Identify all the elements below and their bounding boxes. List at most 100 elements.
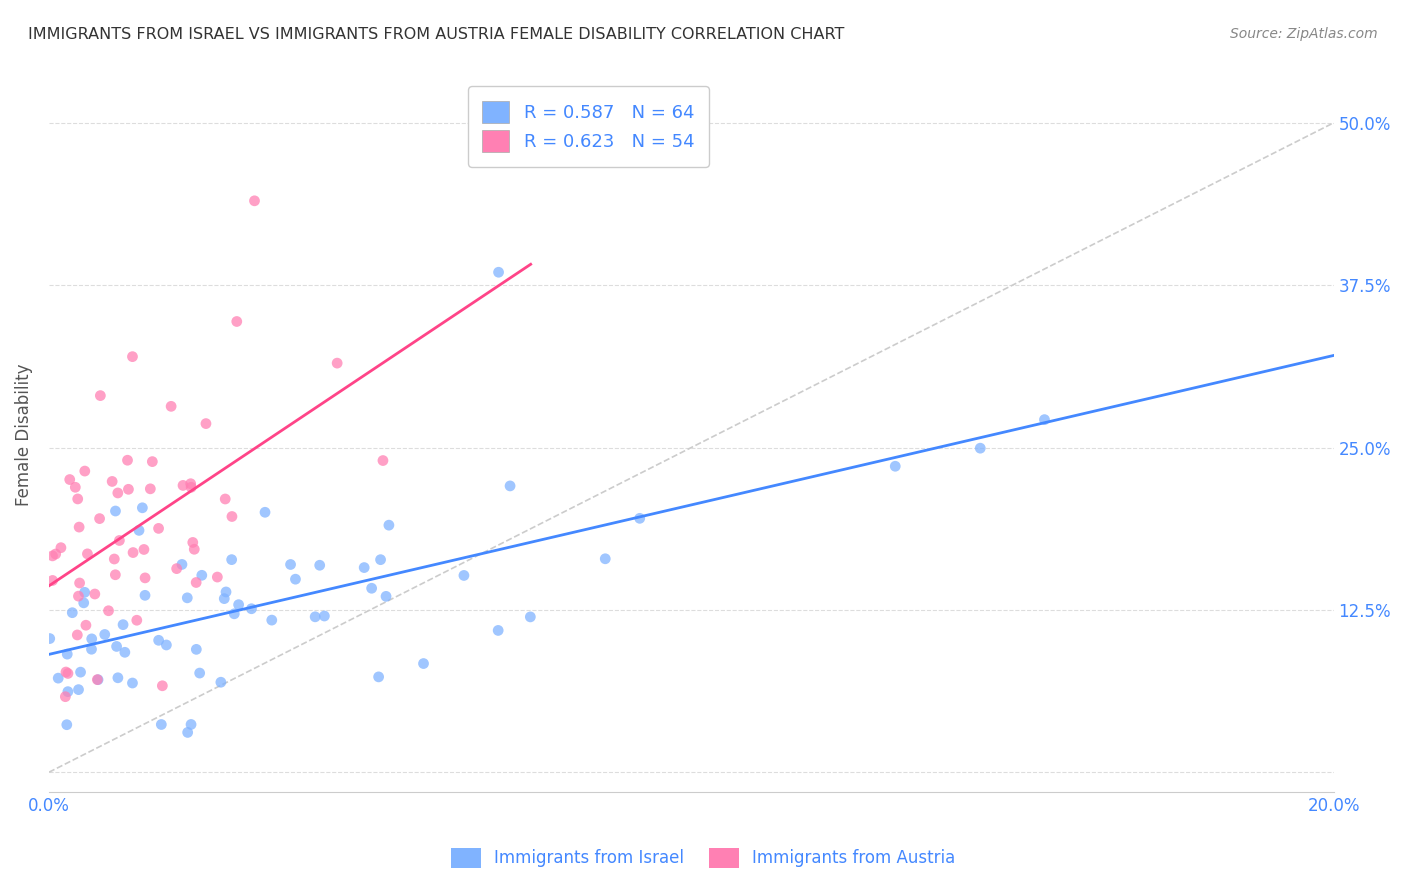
Point <box>170 558 193 572</box>
Point <box>49 541 72 555</box>
Point <box>378 518 401 533</box>
Point <box>83 587 105 601</box>
Point <box>131 500 153 515</box>
Point <box>224 607 246 621</box>
Point <box>367 670 389 684</box>
Point <box>45 547 67 561</box>
Point <box>141 455 163 469</box>
Point <box>207 570 229 584</box>
Point <box>186 575 208 590</box>
Point <box>97 604 120 618</box>
Point <box>60 606 83 620</box>
Point <box>308 558 330 573</box>
Point <box>67 682 90 697</box>
Point <box>186 642 208 657</box>
Point <box>107 486 129 500</box>
Point <box>176 591 198 605</box>
Point <box>180 717 202 731</box>
Point <box>969 441 991 455</box>
Point <box>73 596 96 610</box>
Legend: Immigrants from Israel, Immigrants from Austria: Immigrants from Israel, Immigrants from … <box>444 841 962 875</box>
Point <box>884 459 907 474</box>
Point <box>375 590 398 604</box>
Point <box>221 552 243 566</box>
Point <box>89 389 111 403</box>
Point <box>284 572 307 586</box>
Point <box>56 684 79 698</box>
Point <box>519 610 541 624</box>
Point <box>41 574 63 588</box>
Point <box>104 567 127 582</box>
Point <box>105 640 128 654</box>
Point <box>1033 412 1056 426</box>
Point <box>326 356 349 370</box>
Point <box>150 679 173 693</box>
Point <box>148 633 170 648</box>
Point <box>121 350 143 364</box>
Point <box>76 547 98 561</box>
Text: Source: ZipAtlas.com: Source: ZipAtlas.com <box>1230 27 1378 41</box>
Point <box>67 520 90 534</box>
Point <box>150 717 173 731</box>
Point <box>155 638 177 652</box>
Point <box>73 464 96 478</box>
Point <box>172 478 194 492</box>
Point <box>125 613 148 627</box>
Point <box>67 589 90 603</box>
Point <box>188 666 211 681</box>
Point <box>46 671 69 685</box>
Point <box>134 571 156 585</box>
Point <box>139 482 162 496</box>
Point <box>73 585 96 599</box>
Point <box>225 314 247 328</box>
Point <box>253 505 276 519</box>
Point <box>221 509 243 524</box>
Point <box>69 576 91 591</box>
Point <box>488 265 510 279</box>
Point <box>121 676 143 690</box>
Point <box>94 627 117 641</box>
Point <box>370 552 392 566</box>
Point <box>280 558 302 572</box>
Point <box>412 657 434 671</box>
Point <box>214 591 236 606</box>
Point <box>134 588 156 602</box>
Point <box>86 673 108 687</box>
Point <box>112 617 135 632</box>
Point <box>304 609 326 624</box>
Point <box>628 511 651 525</box>
Point <box>194 417 217 431</box>
Point <box>41 549 63 563</box>
Legend: R = 0.587   N = 64, R = 0.623   N = 54: R = 0.587 N = 64, R = 0.623 N = 54 <box>468 87 709 167</box>
Point <box>87 673 110 687</box>
Point <box>191 568 214 582</box>
Point <box>66 491 89 506</box>
Point <box>128 524 150 538</box>
Point <box>209 675 232 690</box>
Point <box>353 560 375 574</box>
Point <box>69 665 91 680</box>
Point <box>53 690 76 704</box>
Point <box>122 545 145 559</box>
Point <box>108 533 131 548</box>
Point <box>243 194 266 208</box>
Point <box>228 598 250 612</box>
Point <box>56 666 79 681</box>
Point <box>176 725 198 739</box>
Point <box>360 581 382 595</box>
Y-axis label: Female Disability: Female Disability <box>15 363 32 506</box>
Point <box>132 542 155 557</box>
Point <box>180 480 202 494</box>
Point <box>117 483 139 497</box>
Point <box>107 671 129 685</box>
Point <box>75 618 97 632</box>
Point <box>160 400 183 414</box>
Point <box>56 717 79 731</box>
Point <box>114 645 136 659</box>
Point <box>66 628 89 642</box>
Point <box>593 551 616 566</box>
Point <box>181 535 204 549</box>
Point <box>56 647 79 661</box>
Point <box>89 511 111 525</box>
Point <box>104 504 127 518</box>
